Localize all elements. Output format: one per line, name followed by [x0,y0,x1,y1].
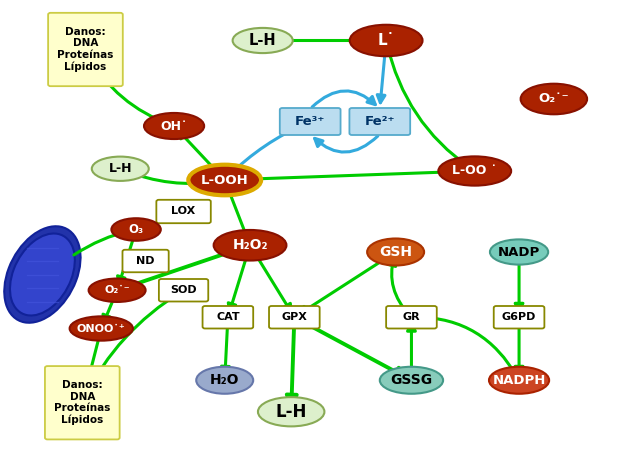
Text: L-H: L-H [275,403,307,421]
Ellipse shape [144,113,204,139]
FancyBboxPatch shape [48,13,123,86]
FancyBboxPatch shape [280,108,341,135]
Ellipse shape [111,218,161,241]
Ellipse shape [92,157,149,181]
Text: OH˙: OH˙ [161,120,187,132]
Ellipse shape [258,397,325,427]
Ellipse shape [214,230,286,261]
Text: O₂˙⁻: O₂˙⁻ [104,285,130,295]
Ellipse shape [367,238,424,266]
Text: NADP: NADP [498,246,540,258]
Text: Fe²⁺: Fe²⁺ [365,115,395,128]
Ellipse shape [10,234,75,315]
FancyBboxPatch shape [156,200,211,223]
Ellipse shape [4,226,80,323]
Text: ND: ND [136,256,155,266]
Text: O₂˙⁻: O₂˙⁻ [539,93,569,105]
Text: Danos:
DNA
Proteínas
Lípidos: Danos: DNA Proteínas Lípidos [54,380,111,425]
FancyBboxPatch shape [386,306,437,328]
Text: GSSG: GSSG [391,373,432,387]
Text: NADPH: NADPH [492,374,546,387]
Ellipse shape [490,239,548,265]
FancyBboxPatch shape [269,306,320,328]
FancyBboxPatch shape [494,306,544,328]
FancyBboxPatch shape [203,306,253,328]
Text: H₂O: H₂O [210,373,239,387]
Text: L-H: L-H [108,162,132,175]
Text: Danos:
DNA
Proteínas
Lípidos: Danos: DNA Proteínas Lípidos [57,27,114,72]
Text: ONOO˙⁺: ONOO˙⁺ [77,324,126,333]
Ellipse shape [70,316,133,341]
Ellipse shape [438,157,511,185]
Text: O₃: O₃ [128,223,144,236]
Text: L-OO ˙: L-OO ˙ [453,165,497,177]
Text: H₂O₂: H₂O₂ [232,238,268,252]
FancyBboxPatch shape [123,250,168,272]
Ellipse shape [196,367,253,394]
Ellipse shape [520,84,587,114]
Text: GSH: GSH [379,245,412,259]
Ellipse shape [188,165,261,195]
Text: GPX: GPX [282,312,307,322]
Text: CAT: CAT [216,312,240,322]
Ellipse shape [349,25,423,56]
Ellipse shape [380,367,443,394]
FancyBboxPatch shape [159,279,208,302]
Ellipse shape [489,367,549,394]
Text: Fe³⁺: Fe³⁺ [295,115,325,128]
Text: GR: GR [403,312,420,322]
Text: L-H: L-H [249,33,277,48]
Text: LOX: LOX [172,207,196,216]
Ellipse shape [233,28,292,53]
Text: L˙: L˙ [377,33,395,48]
Text: L-OOH: L-OOH [201,174,249,186]
Ellipse shape [89,279,146,302]
FancyBboxPatch shape [45,366,120,439]
FancyBboxPatch shape [349,108,410,135]
Text: SOD: SOD [170,285,197,295]
Text: G6PD: G6PD [502,312,536,322]
